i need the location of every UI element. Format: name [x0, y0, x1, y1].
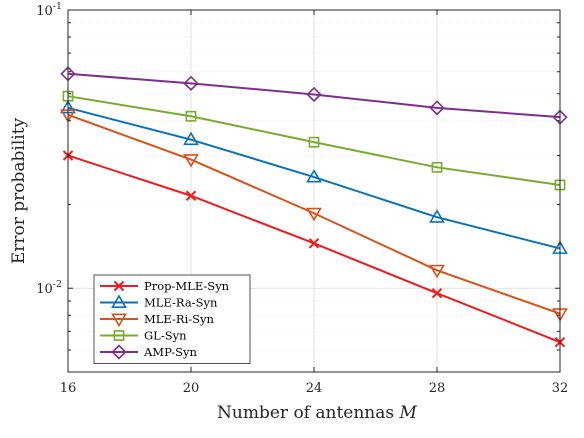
legend-item: Prop-MLE-Syn	[100, 279, 230, 293]
legend-item: GL-Syn	[100, 329, 187, 343]
x-tick-label: 28	[429, 381, 446, 396]
data-point	[183, 131, 199, 146]
data-point	[308, 136, 320, 148]
x-tick-label: 16	[60, 381, 77, 396]
series-line	[67, 95, 561, 186]
x-tick-label: 24	[306, 381, 323, 396]
data-point	[185, 110, 197, 122]
legend-label: MLE-Ra-Syn	[144, 296, 218, 310]
axis-ticks: 16 20 24 28 32 10-2 10-1	[36, 1, 568, 396]
legend-marker	[113, 280, 125, 292]
series-line	[67, 113, 561, 315]
data-point	[183, 154, 199, 168]
legend-marker	[111, 313, 127, 328]
data-point	[429, 100, 445, 116]
legend-marker	[111, 344, 127, 360]
legend-item: MLE-Ri-Syn	[100, 312, 215, 328]
legend-item: MLE-Ra-Syn	[100, 294, 218, 310]
legend-item: AMP-Syn	[100, 344, 197, 360]
legend-label: GL-Syn	[144, 329, 187, 343]
y-tick-label: 10-1	[36, 1, 62, 19]
x-tick-label: 20	[183, 381, 200, 396]
legend-label: MLE-Ri-Syn	[144, 312, 215, 326]
data-point	[306, 207, 322, 222]
y-tick-label: 10-2	[36, 279, 62, 297]
legend: Prop-MLE-Syn MLE-Ra-Syn MLE-Ri-Syn GL-Syn AM…	[93, 274, 251, 364]
data-point	[185, 190, 197, 201]
data-point	[308, 238, 320, 249]
data-point	[306, 168, 322, 183]
data-point	[306, 86, 322, 103]
data-point	[183, 75, 199, 91]
y-axis-label: Error probability	[9, 117, 29, 264]
series-line	[67, 72, 561, 119]
data-point	[429, 209, 445, 223]
legend-marker	[111, 294, 127, 308]
x-tick-label: 32	[552, 381, 569, 396]
data-point	[429, 264, 445, 279]
data-point	[431, 161, 443, 173]
legend-label: AMP-Syn	[143, 345, 197, 359]
x-axis-label: Number of antennas M	[217, 403, 418, 423]
legend-marker	[113, 330, 125, 341]
series-line	[67, 106, 561, 250]
legend-label: Prop-MLE-Syn	[144, 279, 230, 293]
data-point	[431, 287, 443, 299]
